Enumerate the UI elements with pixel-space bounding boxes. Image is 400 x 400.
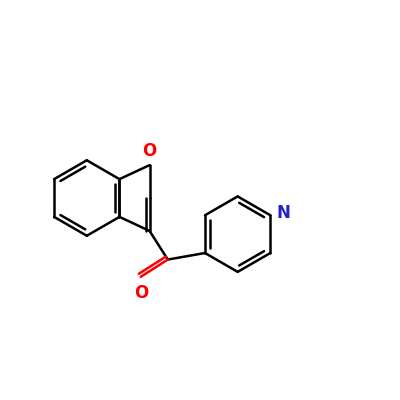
Text: N: N bbox=[276, 204, 290, 222]
Text: O: O bbox=[134, 284, 148, 302]
Text: O: O bbox=[142, 142, 157, 160]
